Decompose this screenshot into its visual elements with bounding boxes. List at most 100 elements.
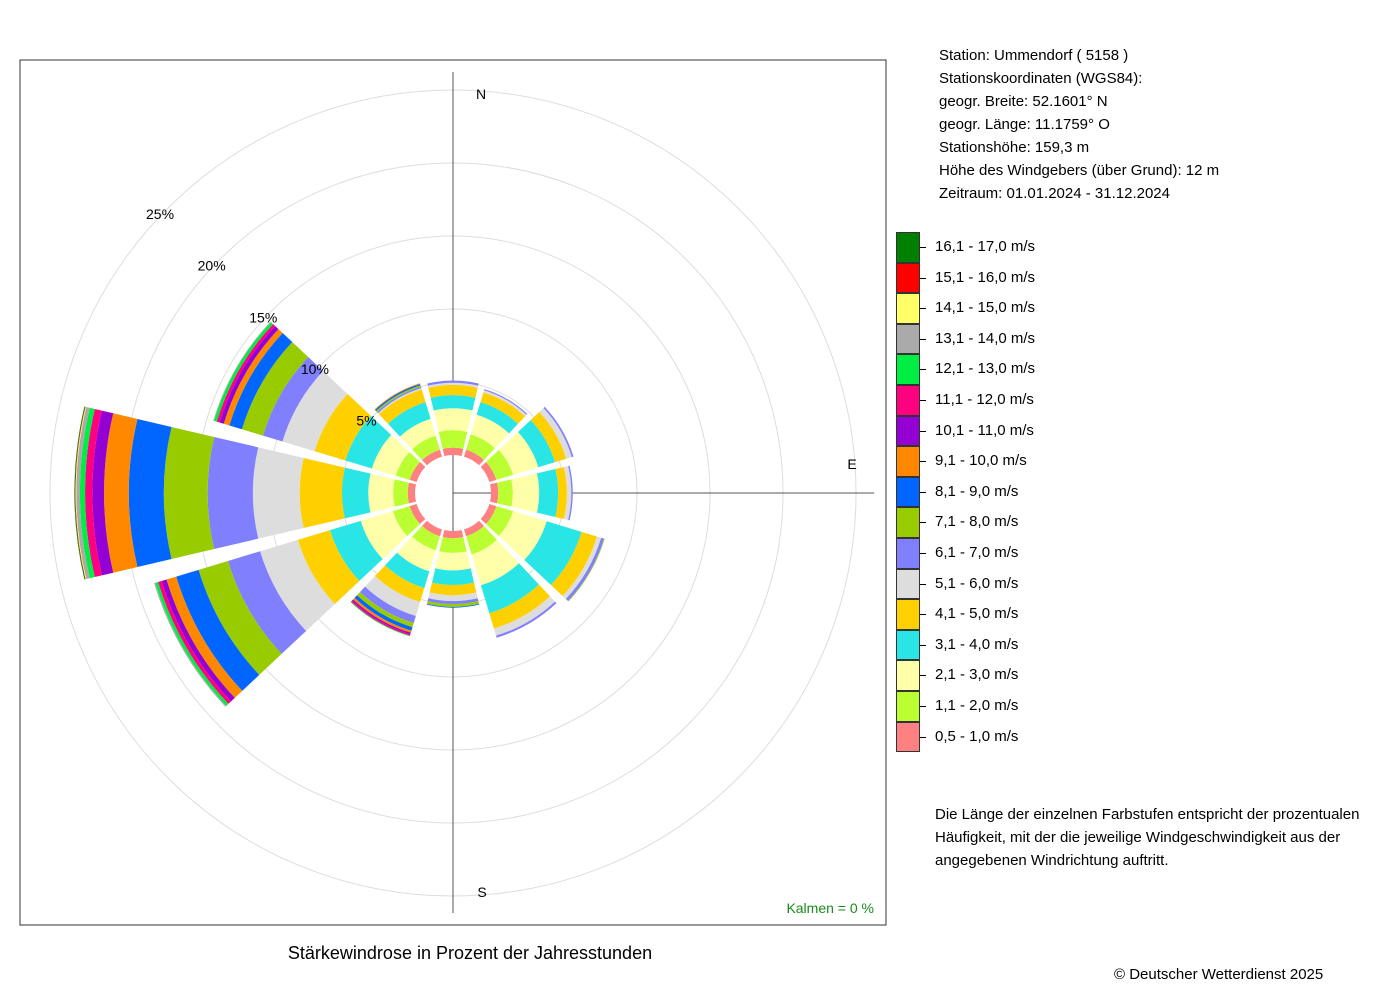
legend-swatch xyxy=(896,537,920,569)
sector-band-90-0 xyxy=(489,482,499,504)
sector-band-270-3 xyxy=(342,467,371,519)
sector-band-0-5 xyxy=(427,382,479,388)
sector-band-300-6 xyxy=(262,357,324,442)
chart-title: Stärkewindrose in Prozent der Jahresstun… xyxy=(287,943,653,963)
sector-band-270-7 xyxy=(163,426,215,560)
sector-band-150-4 xyxy=(489,584,550,629)
sector-band-210-0 xyxy=(421,520,443,537)
sector-band-210-4 xyxy=(375,565,425,603)
sector-band-30-3 xyxy=(476,402,518,434)
sector-band-330-8 xyxy=(375,383,421,412)
legend-label: 10,1 - 11,0 m/s xyxy=(935,421,1034,439)
sector-band-120-0 xyxy=(480,503,497,525)
sector-band-240-2 xyxy=(360,511,408,559)
sector-band-300-4 xyxy=(314,394,372,461)
legend-swatch xyxy=(896,507,920,538)
sector-band-120-1 xyxy=(486,506,514,537)
sector-band-240-7 xyxy=(198,560,282,675)
legend-tick xyxy=(920,430,926,432)
sector-band-30-2 xyxy=(470,414,509,449)
ring-label: 10% xyxy=(301,361,329,377)
legend-row: 0,5 - 1,0 m/s xyxy=(896,721,1096,753)
sector-band-330-3 xyxy=(388,402,431,437)
sector-band-270-10 xyxy=(92,410,114,576)
sector-band-270-4 xyxy=(299,457,345,529)
sector-band-0-4 xyxy=(428,384,478,398)
sector-band-270-8 xyxy=(128,418,172,568)
legend-label: 11,1 - 12,0 m/s xyxy=(935,390,1034,408)
legend-tick xyxy=(920,308,926,310)
station-info: Station: Ummendorf ( 5158 ) Stationskoor… xyxy=(939,44,1219,205)
direction-labels: N E S xyxy=(476,86,857,900)
sector-band-180-0 xyxy=(442,529,464,539)
legend-label: 14,1 - 15,0 m/s xyxy=(935,299,1036,317)
legend-tick xyxy=(920,277,926,279)
sector-band-120-6 xyxy=(565,537,604,601)
sector-band-270-1 xyxy=(393,479,409,507)
calm-label: Kalmen = 0 % xyxy=(786,900,874,916)
sector-band-240-11 xyxy=(158,580,232,704)
direction-label-S: S xyxy=(477,884,486,900)
legend-tick xyxy=(920,644,926,646)
legend-swatch xyxy=(896,721,920,753)
station-latitude: geogr. Breite: 52.1601° N xyxy=(939,93,1108,110)
sector-band-210-1 xyxy=(411,526,440,551)
legend-label: 7,1 - 8,0 m/s xyxy=(935,513,1019,531)
legend-swatch xyxy=(896,690,920,722)
sector-band-120-2 xyxy=(498,511,547,560)
legend-row: 6,1 - 7,0 m/s xyxy=(896,537,1096,569)
legend-row: 16,1 - 17,0 m/s xyxy=(896,232,1096,263)
sector-band-240-8 xyxy=(176,569,260,691)
sector-band-90-4 xyxy=(555,466,567,520)
legend-row: 1,1 - 2,0 m/s xyxy=(896,690,1096,722)
sector-band-240-0 xyxy=(409,503,426,525)
sector-band-300-5 xyxy=(282,371,348,452)
sector-band-300-2 xyxy=(371,435,410,476)
sector-band-0-1 xyxy=(438,430,468,449)
legend-label: 1,1 - 2,0 m/s xyxy=(935,696,1019,714)
sector-band-270-12 xyxy=(79,407,95,579)
sector-band-240-1 xyxy=(392,506,420,537)
sector-band-30-4 xyxy=(480,392,525,424)
sector-band-270-9 xyxy=(104,413,138,573)
legend-swatch xyxy=(896,568,920,600)
sector-band-60-4 xyxy=(530,412,567,463)
sector-band-330-4 xyxy=(379,389,426,424)
legend-tick xyxy=(920,614,926,616)
legend-swatch xyxy=(896,262,920,294)
legend-label: 6,1 - 7,0 m/s xyxy=(935,543,1019,561)
sector-band-300-7 xyxy=(241,342,309,436)
legend-label: 15,1 - 16,0 m/s xyxy=(935,268,1036,286)
legend-row: 2,1 - 3,0 m/s xyxy=(896,660,1096,691)
sector-band-240-6 xyxy=(227,551,307,654)
sector-band-210-8 xyxy=(354,595,413,631)
legend-swatch xyxy=(896,629,920,661)
sector-band-330-6 xyxy=(377,386,422,414)
sector-band-180-4 xyxy=(429,582,477,596)
legend-label: 8,1 - 9,0 m/s xyxy=(935,482,1019,500)
sector-band-60-3 xyxy=(517,420,556,468)
sector-band-270-6 xyxy=(207,436,259,550)
sector-band-270-11 xyxy=(85,408,102,578)
sector-band-300-10 xyxy=(219,326,279,424)
legend-label: 16,1 - 17,0 m/s xyxy=(935,238,1036,255)
sector-band-0-2 xyxy=(433,408,473,432)
station-longitude: geogr. Länge: 11.1759° O xyxy=(939,116,1110,133)
sector-band-270-16 xyxy=(74,406,86,580)
legend-row: 4,1 - 5,0 m/s xyxy=(896,599,1096,630)
speed-legend: 16,1 - 17,0 m/s 15,1 - 16,0 m/s 14,1 - 15,… xyxy=(896,232,1096,753)
legend-swatch xyxy=(896,446,920,477)
legend-tick xyxy=(920,522,926,524)
legend-row: 12,1 - 13,0 m/s xyxy=(896,354,1096,385)
sector-band-150-3 xyxy=(480,563,539,614)
sector-band-180-8 xyxy=(426,603,480,608)
sector-band-30-1 xyxy=(466,434,496,460)
legend-tick xyxy=(920,369,926,371)
sector-band-210-7 xyxy=(357,592,414,628)
sector-band-240-3 xyxy=(329,520,383,581)
sector-band-150-6 xyxy=(496,601,557,638)
sensor-height: Höhe des Windgebers (über Grund): 12 m xyxy=(939,162,1220,179)
sector-band-330-1 xyxy=(411,435,440,460)
sector-band-90-5 xyxy=(563,465,572,521)
sector-band-210-9 xyxy=(353,597,412,633)
